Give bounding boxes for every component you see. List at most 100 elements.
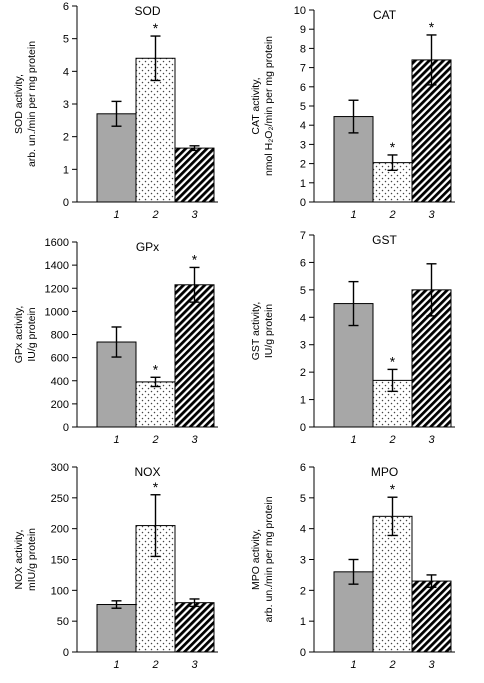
x-category-label: 2 bbox=[388, 209, 395, 221]
significance-asterisk: * bbox=[429, 19, 435, 35]
y-axis-label: IU/g protein bbox=[263, 304, 275, 358]
x-category-label: 3 bbox=[191, 659, 198, 671]
y-axis-label: NOX activity, bbox=[13, 530, 25, 590]
y-tick-label: 200 bbox=[51, 524, 69, 536]
y-tick-label: 0 bbox=[300, 197, 306, 209]
bar-group-3 bbox=[174, 147, 215, 203]
chart-title: CAT bbox=[373, 8, 397, 22]
chart-title: GST bbox=[372, 233, 397, 247]
y-tick-label: 1000 bbox=[45, 306, 69, 318]
y-axis-label: CAT activity, bbox=[250, 77, 262, 134]
y-tick-label: 7 bbox=[300, 63, 306, 75]
y-tick-label: 1200 bbox=[45, 283, 69, 295]
panel-sod: 0 1 2 3 4 5 6 SOD SOD activity, arb. un./min per … bbox=[13, 1, 218, 221]
panel-mpo: 0 1 2 3 4 5 6 MPO MPO activity, arb. un./min per … bbox=[250, 462, 455, 671]
y-tick-label: 4 bbox=[300, 524, 306, 536]
y-tick-label: 6 bbox=[300, 82, 306, 94]
x-category-label: 3 bbox=[428, 209, 435, 221]
y-tick-label: 0 bbox=[63, 197, 69, 209]
y-tick-label: 4 bbox=[300, 312, 306, 324]
y-tick-label: 2 bbox=[300, 367, 306, 379]
x-category-label: 1 bbox=[113, 209, 119, 221]
y-tick-label: 9 bbox=[300, 24, 306, 36]
y-tick-label: 200 bbox=[51, 399, 69, 411]
y-tick-label: 0 bbox=[300, 422, 306, 434]
y-tick-label: 6 bbox=[300, 462, 306, 474]
y-tick-label: 4 bbox=[63, 66, 69, 78]
y-tick-label: 3 bbox=[300, 555, 306, 567]
y-tick-label: 3 bbox=[63, 99, 69, 111]
y-axis-label: SOD activity, bbox=[13, 74, 25, 134]
y-tick-label: 600 bbox=[51, 353, 69, 365]
y-tick-label: 2 bbox=[300, 585, 306, 597]
significance-asterisk: * bbox=[390, 481, 396, 497]
x-category-label: 2 bbox=[388, 434, 395, 446]
y-tick-label: 0 bbox=[300, 647, 306, 659]
y-tick-label: 1 bbox=[300, 395, 306, 407]
panel-gst: 0 1 2 3 4 5 6 7 GST GST activity, IU/g protein 1 * 2 3 bbox=[250, 230, 455, 446]
significance-asterisk: * bbox=[153, 361, 159, 377]
y-tick-label: 100 bbox=[51, 585, 69, 597]
y-tick-label: 1 bbox=[300, 616, 306, 628]
significance-asterisk: * bbox=[192, 251, 198, 267]
x-category-label: 3 bbox=[191, 209, 198, 221]
y-tick-label: 6 bbox=[63, 1, 69, 13]
significance-asterisk: * bbox=[390, 139, 396, 155]
bar-group-2 bbox=[135, 381, 176, 428]
panel-cat: 0 1 2 3 4 5 6 7 8 9 10 CAT CAT activity, nmol H₂O₂/mi… bbox=[250, 5, 455, 221]
y-tick-label: 5 bbox=[300, 101, 306, 113]
y-tick-label: 1400 bbox=[45, 260, 69, 272]
y-axis-label: mIU/g protein bbox=[26, 528, 38, 591]
chart-title: NOX bbox=[134, 465, 160, 479]
x-category-label: 3 bbox=[428, 434, 435, 446]
chart-title: MPO bbox=[371, 465, 398, 479]
x-category-label: 3 bbox=[428, 659, 435, 671]
y-tick-label: 1 bbox=[300, 178, 306, 190]
panel-nox: 0 50 100 150 200 250 300 NOX NOX activity, mIU/g … bbox=[13, 462, 218, 671]
y-tick-label: 2 bbox=[300, 159, 306, 171]
panel-gpx: 0 200 400 600 800 1000 1200 1400 1600 GPx GPx acti… bbox=[13, 237, 218, 446]
x-category-label: 1 bbox=[113, 434, 119, 446]
y-axis-label: arb. un./min per mg protein bbox=[263, 496, 275, 622]
bar-group-3 bbox=[174, 602, 215, 653]
bar-group-2 bbox=[135, 57, 176, 203]
y-tick-label: 400 bbox=[51, 376, 69, 388]
y-tick-label: 150 bbox=[51, 555, 69, 567]
y-tick-label: 10 bbox=[294, 5, 306, 17]
bar-group-3 bbox=[411, 580, 452, 653]
y-tick-label: 1600 bbox=[45, 237, 69, 249]
y-tick-label: 4 bbox=[300, 120, 306, 132]
y-tick-label: 6 bbox=[300, 257, 306, 269]
significance-asterisk: * bbox=[390, 353, 396, 369]
y-tick-label: 50 bbox=[57, 616, 69, 628]
bar-group-1 bbox=[96, 113, 137, 203]
y-axis-label: arb. un./min per mg protein bbox=[26, 41, 38, 167]
y-tick-label: 0 bbox=[63, 647, 69, 659]
y-tick-label: 2 bbox=[63, 132, 69, 144]
bar-group-1 bbox=[96, 604, 137, 653]
y-tick-label: 5 bbox=[300, 493, 306, 505]
y-tick-label: 250 bbox=[51, 493, 69, 505]
y-tick-label: 300 bbox=[51, 462, 69, 474]
y-axis-label: GST activity, bbox=[250, 302, 262, 361]
bar-group-2 bbox=[372, 515, 413, 653]
x-category-label: 1 bbox=[350, 659, 356, 671]
y-axis-label: nmol H₂O₂/min per mg protein bbox=[263, 36, 275, 176]
x-category-label: 2 bbox=[151, 434, 158, 446]
y-axis-label: GPx activity, bbox=[13, 306, 25, 364]
bar-group-3 bbox=[174, 284, 215, 428]
y-tick-label: 3 bbox=[300, 340, 306, 352]
x-category-label: 1 bbox=[350, 434, 356, 446]
x-category-label: 2 bbox=[388, 659, 395, 671]
chart-title: GPx bbox=[136, 240, 159, 254]
x-category-label: 2 bbox=[151, 659, 158, 671]
y-tick-label: 800 bbox=[51, 330, 69, 342]
x-category-label: 3 bbox=[191, 434, 198, 446]
y-tick-label: 3 bbox=[300, 139, 306, 151]
y-tick-label: 5 bbox=[63, 34, 69, 46]
x-category-label: 1 bbox=[113, 659, 119, 671]
significance-asterisk: * bbox=[153, 20, 159, 36]
y-axis-label: IU/g protein bbox=[26, 307, 38, 361]
y-axis-label: MPO activity, bbox=[250, 529, 262, 590]
